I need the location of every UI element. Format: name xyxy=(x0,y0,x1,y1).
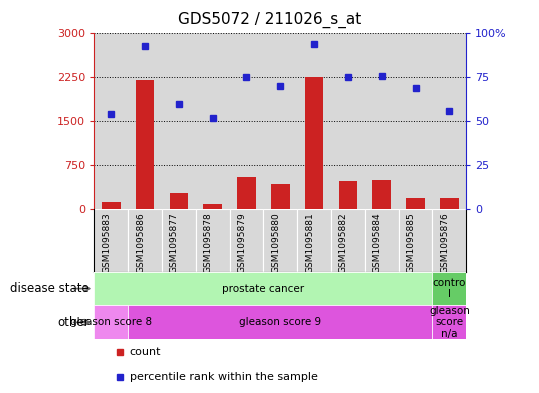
Text: GSM1095883: GSM1095883 xyxy=(102,213,111,273)
Text: contro
l: contro l xyxy=(433,278,466,299)
Text: GSM1095881: GSM1095881 xyxy=(305,213,314,273)
Text: gleason score 8: gleason score 8 xyxy=(70,318,153,327)
Text: count: count xyxy=(130,347,161,357)
Bar xyxy=(237,176,256,209)
Bar xyxy=(399,209,432,272)
Text: GDS5072 / 211026_s_at: GDS5072 / 211026_s_at xyxy=(178,12,361,28)
Text: percentile rank within the sample: percentile rank within the sample xyxy=(130,372,317,382)
Bar xyxy=(128,305,432,339)
Bar xyxy=(440,198,459,209)
Bar xyxy=(365,209,399,272)
Bar xyxy=(230,209,264,272)
Bar xyxy=(432,272,466,305)
Bar xyxy=(432,209,466,272)
Bar xyxy=(271,184,289,209)
Text: prostate cancer: prostate cancer xyxy=(222,284,305,294)
Bar xyxy=(196,209,230,272)
Text: GSM1095884: GSM1095884 xyxy=(372,213,382,273)
Bar xyxy=(203,204,222,209)
Bar xyxy=(102,202,121,209)
Text: GSM1095879: GSM1095879 xyxy=(238,213,246,273)
Bar xyxy=(162,209,196,272)
Text: GSM1095880: GSM1095880 xyxy=(271,213,280,273)
Text: GSM1095877: GSM1095877 xyxy=(170,213,179,273)
Bar xyxy=(432,305,466,339)
Text: other: other xyxy=(57,316,89,329)
Bar xyxy=(406,198,425,209)
Bar xyxy=(305,77,323,209)
Text: GSM1095885: GSM1095885 xyxy=(406,213,416,273)
Text: GSM1095878: GSM1095878 xyxy=(204,213,213,273)
Bar xyxy=(94,305,128,339)
Bar xyxy=(331,209,365,272)
Text: GSM1095882: GSM1095882 xyxy=(339,213,348,273)
Text: gleason
score
n/a: gleason score n/a xyxy=(429,306,470,339)
Text: gleason score 9: gleason score 9 xyxy=(239,318,321,327)
Text: disease state: disease state xyxy=(10,282,89,295)
Text: GSM1095886: GSM1095886 xyxy=(136,213,145,273)
Bar xyxy=(372,180,391,209)
Bar xyxy=(297,209,331,272)
Text: GSM1095876: GSM1095876 xyxy=(440,213,450,273)
Bar xyxy=(264,209,297,272)
Bar xyxy=(136,80,154,209)
Bar xyxy=(128,209,162,272)
Bar xyxy=(94,209,128,272)
Bar xyxy=(338,181,357,209)
Bar xyxy=(170,193,188,209)
